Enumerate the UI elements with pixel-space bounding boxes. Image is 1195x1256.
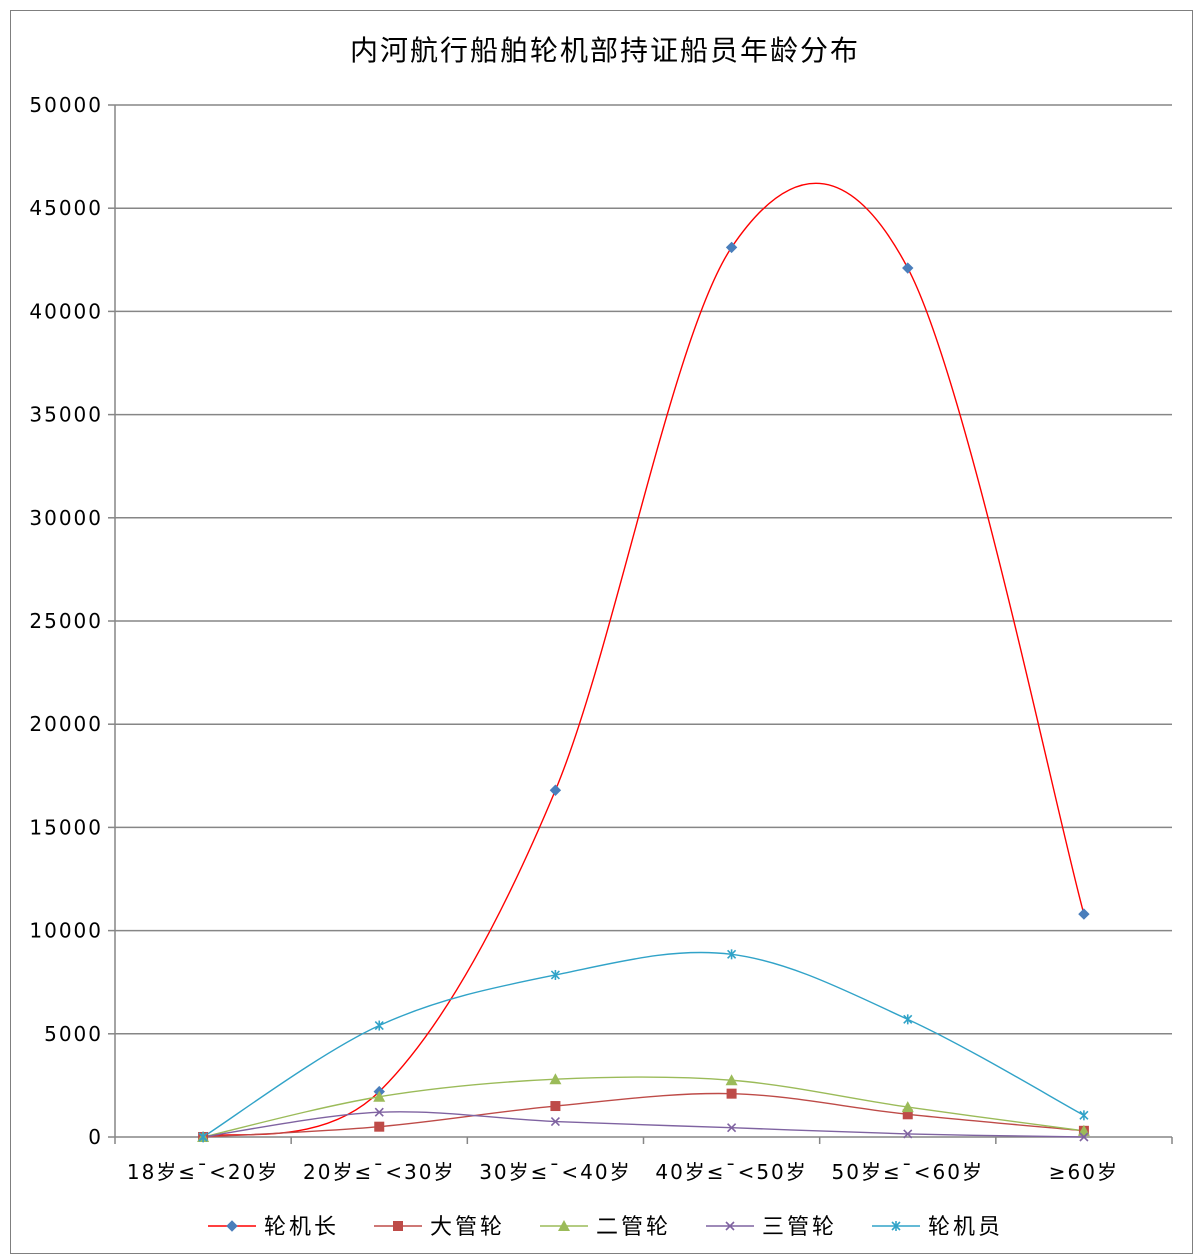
x-tick-label: 40岁≤¯<50岁 bbox=[655, 1160, 807, 1184]
x-tick-label: 50岁≤¯<60岁 bbox=[832, 1160, 984, 1184]
marker bbox=[902, 262, 914, 274]
y-tick-label: 50000 bbox=[29, 93, 103, 117]
chart-frame bbox=[10, 10, 1193, 1254]
legend-label: 大管轮 bbox=[430, 1215, 505, 1240]
x-tick-label: 20岁≤¯<30岁 bbox=[303, 1160, 455, 1184]
marker bbox=[1078, 908, 1090, 920]
x-tick-label: 18岁≤¯<20岁 bbox=[127, 1160, 279, 1184]
y-tick-labels: 5000045000400003500030000250002000015000… bbox=[29, 93, 103, 1149]
marker bbox=[374, 1107, 384, 1117]
marker bbox=[891, 1221, 901, 1231]
gridlines bbox=[108, 104, 1172, 1138]
marker bbox=[1079, 1110, 1089, 1121]
marker bbox=[903, 1014, 913, 1025]
marker bbox=[903, 1129, 913, 1139]
marker bbox=[725, 1074, 738, 1086]
series-line bbox=[202, 1076, 1085, 1138]
marker bbox=[393, 1221, 403, 1231]
marker bbox=[727, 1123, 737, 1133]
chart-title: 内河航行船舶轮机部持证船员年龄分布 bbox=[350, 34, 860, 67]
legend-label: 三管轮 bbox=[762, 1215, 837, 1240]
marker bbox=[226, 1220, 238, 1232]
y-tick-label: 15000 bbox=[29, 815, 103, 839]
marker bbox=[198, 1132, 208, 1142]
marker bbox=[725, 241, 738, 254]
y-tick-label: 45000 bbox=[29, 196, 103, 220]
legend-item: 大管轮 bbox=[374, 1215, 505, 1240]
marker bbox=[549, 1073, 562, 1085]
marker bbox=[901, 1101, 914, 1113]
legend-label: 二管轮 bbox=[596, 1215, 671, 1240]
series-line bbox=[202, 182, 1085, 1138]
marker bbox=[374, 1121, 385, 1132]
legend-label: 轮机员 bbox=[928, 1215, 1003, 1240]
x-tick-label: 30岁≤¯<40岁 bbox=[479, 1160, 631, 1184]
y-tick-label: 25000 bbox=[29, 609, 103, 633]
marker bbox=[374, 1020, 384, 1031]
series-line bbox=[202, 1111, 1084, 1138]
marker bbox=[902, 1109, 913, 1120]
x-tick-label: ≥60岁 bbox=[1049, 1160, 1119, 1184]
marker bbox=[727, 949, 737, 960]
y-tick-label: 30000 bbox=[29, 506, 103, 530]
y-tick-label: 5000 bbox=[44, 1022, 103, 1046]
legend-item: 二管轮 bbox=[540, 1215, 671, 1240]
y-tick-label: 10000 bbox=[29, 919, 103, 943]
series-line bbox=[203, 1092, 1084, 1138]
marker bbox=[373, 1090, 386, 1102]
marker bbox=[726, 1088, 737, 1099]
marker bbox=[550, 969, 560, 980]
x-tick-labels: 18岁≤¯<20岁 20岁≤¯<30岁 30岁≤¯<40岁 40岁≤¯<50岁 50岁≤… bbox=[127, 1160, 1119, 1184]
y-tick-label: 35000 bbox=[29, 403, 103, 427]
y-tick-label: 40000 bbox=[29, 299, 103, 323]
y-tick-label: 20000 bbox=[29, 712, 103, 736]
legend: 轮机长 大管轮 二管轮 三管轮 轮机员 bbox=[208, 1215, 1003, 1240]
legend-label: 轮机长 bbox=[264, 1215, 339, 1240]
marker bbox=[550, 1116, 560, 1127]
y-tick-label: 0 bbox=[88, 1125, 103, 1149]
legend-item: 轮机员 bbox=[872, 1215, 1003, 1240]
series-markers bbox=[197, 241, 1090, 1143]
marker bbox=[558, 1220, 570, 1231]
legend-item: 轮机长 bbox=[208, 1215, 339, 1240]
legend-item: 三管轮 bbox=[706, 1215, 837, 1240]
axes bbox=[114, 105, 1173, 1144]
marker bbox=[1079, 1132, 1089, 1142]
marker bbox=[725, 1221, 735, 1231]
series-lines bbox=[202, 182, 1085, 1138]
marker bbox=[549, 784, 562, 796]
series-line bbox=[202, 951, 1085, 1138]
marker bbox=[550, 1101, 561, 1112]
